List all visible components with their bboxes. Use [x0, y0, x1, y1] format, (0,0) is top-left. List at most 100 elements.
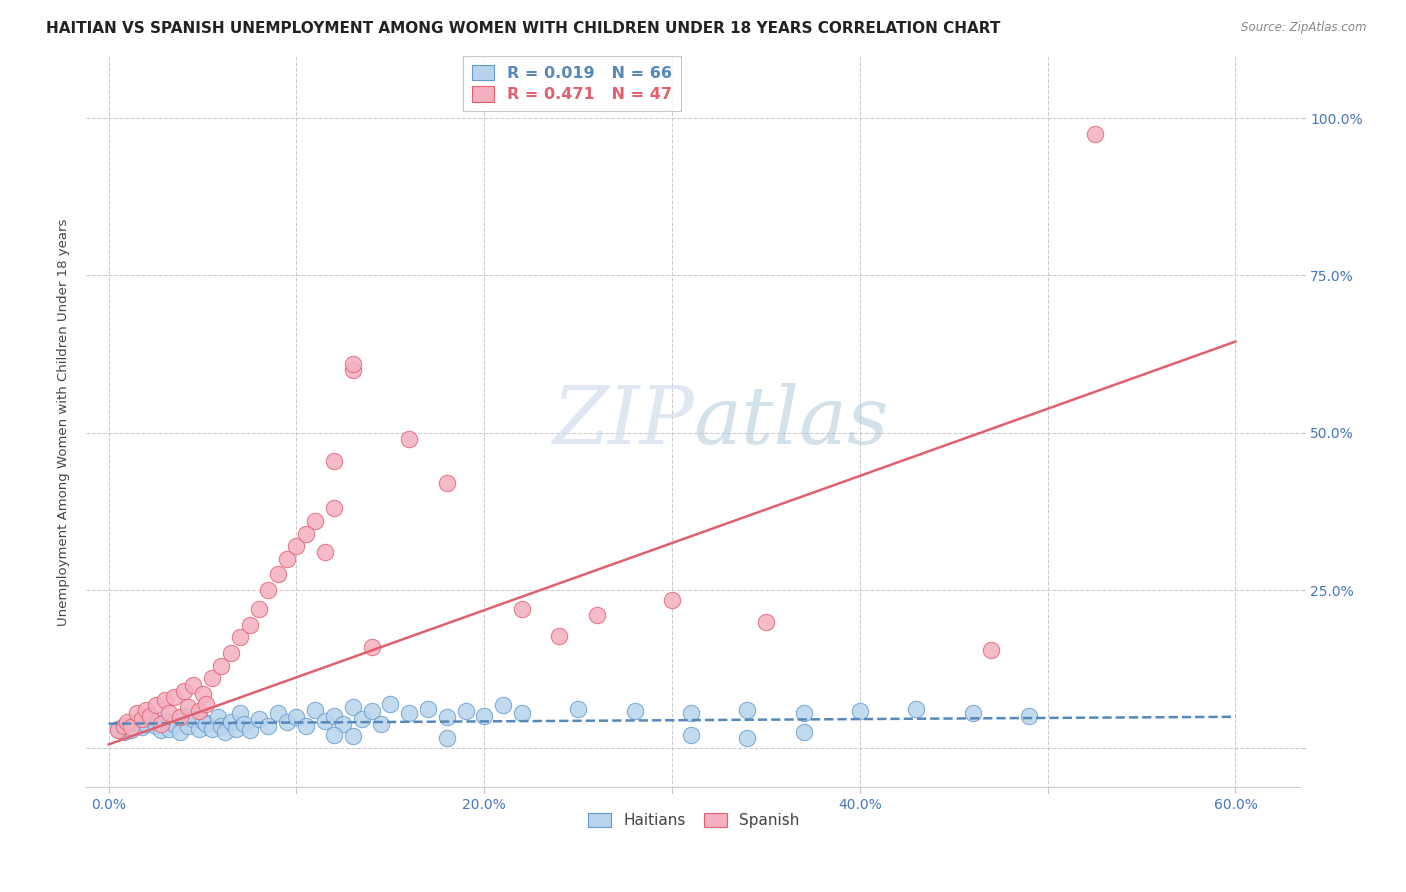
Point — [567, 701, 589, 715]
Point — [905, 701, 928, 715]
Point — [207, 710, 229, 724]
Point — [209, 718, 232, 732]
Point — [304, 703, 326, 717]
Point — [163, 716, 186, 731]
Point — [276, 715, 298, 730]
Text: ZIP: ZIP — [553, 383, 693, 460]
Point — [342, 363, 364, 377]
Point — [1084, 127, 1107, 141]
Point — [201, 671, 224, 685]
Point — [342, 699, 364, 714]
Point — [548, 629, 571, 643]
Point — [1018, 709, 1040, 723]
Point — [195, 716, 218, 731]
Text: atlas: atlas — [693, 383, 889, 460]
Point — [323, 454, 346, 468]
Point — [793, 724, 815, 739]
Point — [107, 723, 129, 737]
Point — [225, 722, 247, 736]
Point — [247, 712, 270, 726]
Point — [209, 658, 232, 673]
Point — [247, 602, 270, 616]
Point — [285, 710, 308, 724]
Point — [398, 432, 420, 446]
Point — [145, 698, 167, 712]
Point — [735, 703, 758, 717]
Point — [150, 716, 173, 731]
Point — [980, 643, 1002, 657]
Point — [295, 718, 318, 732]
Text: Source: ZipAtlas.com: Source: ZipAtlas.com — [1241, 21, 1367, 34]
Point — [370, 716, 392, 731]
Point — [153, 693, 176, 707]
Point — [323, 501, 346, 516]
Point — [436, 710, 458, 724]
Point — [214, 724, 236, 739]
Point — [169, 724, 191, 739]
Point — [360, 704, 382, 718]
Point — [257, 718, 280, 732]
Point — [169, 710, 191, 724]
Point — [510, 706, 533, 720]
Point — [191, 714, 214, 728]
Point — [323, 728, 346, 742]
Point — [112, 724, 135, 739]
Point — [238, 618, 260, 632]
Point — [295, 526, 318, 541]
Point — [139, 709, 162, 723]
Point — [679, 728, 702, 742]
Point — [173, 684, 195, 698]
Y-axis label: Unemployment Among Women with Children Under 18 years: Unemployment Among Women with Children U… — [58, 219, 70, 625]
Point — [181, 678, 204, 692]
Point — [304, 514, 326, 528]
Point — [117, 715, 139, 730]
Point — [285, 539, 308, 553]
Point — [125, 706, 148, 720]
Point — [360, 640, 382, 654]
Point — [173, 709, 195, 723]
Point — [131, 721, 153, 735]
Point — [120, 721, 142, 735]
Point — [145, 718, 167, 732]
Point — [510, 602, 533, 616]
Point — [380, 697, 402, 711]
Point — [332, 716, 354, 731]
Point — [472, 709, 495, 723]
Point — [257, 583, 280, 598]
Point — [131, 712, 153, 726]
Point — [117, 718, 139, 732]
Point — [135, 716, 157, 731]
Point — [201, 722, 224, 736]
Point — [793, 706, 815, 720]
Point — [735, 731, 758, 746]
Point — [323, 709, 346, 723]
Point — [107, 722, 129, 736]
Point — [157, 722, 180, 736]
Point — [187, 722, 209, 736]
Point — [314, 545, 336, 559]
Point — [181, 712, 204, 726]
Point — [276, 551, 298, 566]
Point — [586, 608, 609, 623]
Point — [314, 714, 336, 728]
Point — [342, 357, 364, 371]
Point — [195, 697, 218, 711]
Point — [153, 714, 176, 728]
Point — [150, 723, 173, 737]
Point — [267, 706, 290, 720]
Point — [157, 706, 180, 720]
Point — [398, 706, 420, 720]
Point — [436, 731, 458, 746]
Point — [176, 699, 198, 714]
Point — [139, 712, 162, 726]
Point — [661, 592, 683, 607]
Point — [135, 703, 157, 717]
Point — [112, 718, 135, 732]
Point — [120, 723, 142, 737]
Point — [191, 687, 214, 701]
Point — [267, 567, 290, 582]
Point — [163, 690, 186, 705]
Point — [755, 615, 778, 629]
Point — [238, 723, 260, 737]
Point — [454, 704, 477, 718]
